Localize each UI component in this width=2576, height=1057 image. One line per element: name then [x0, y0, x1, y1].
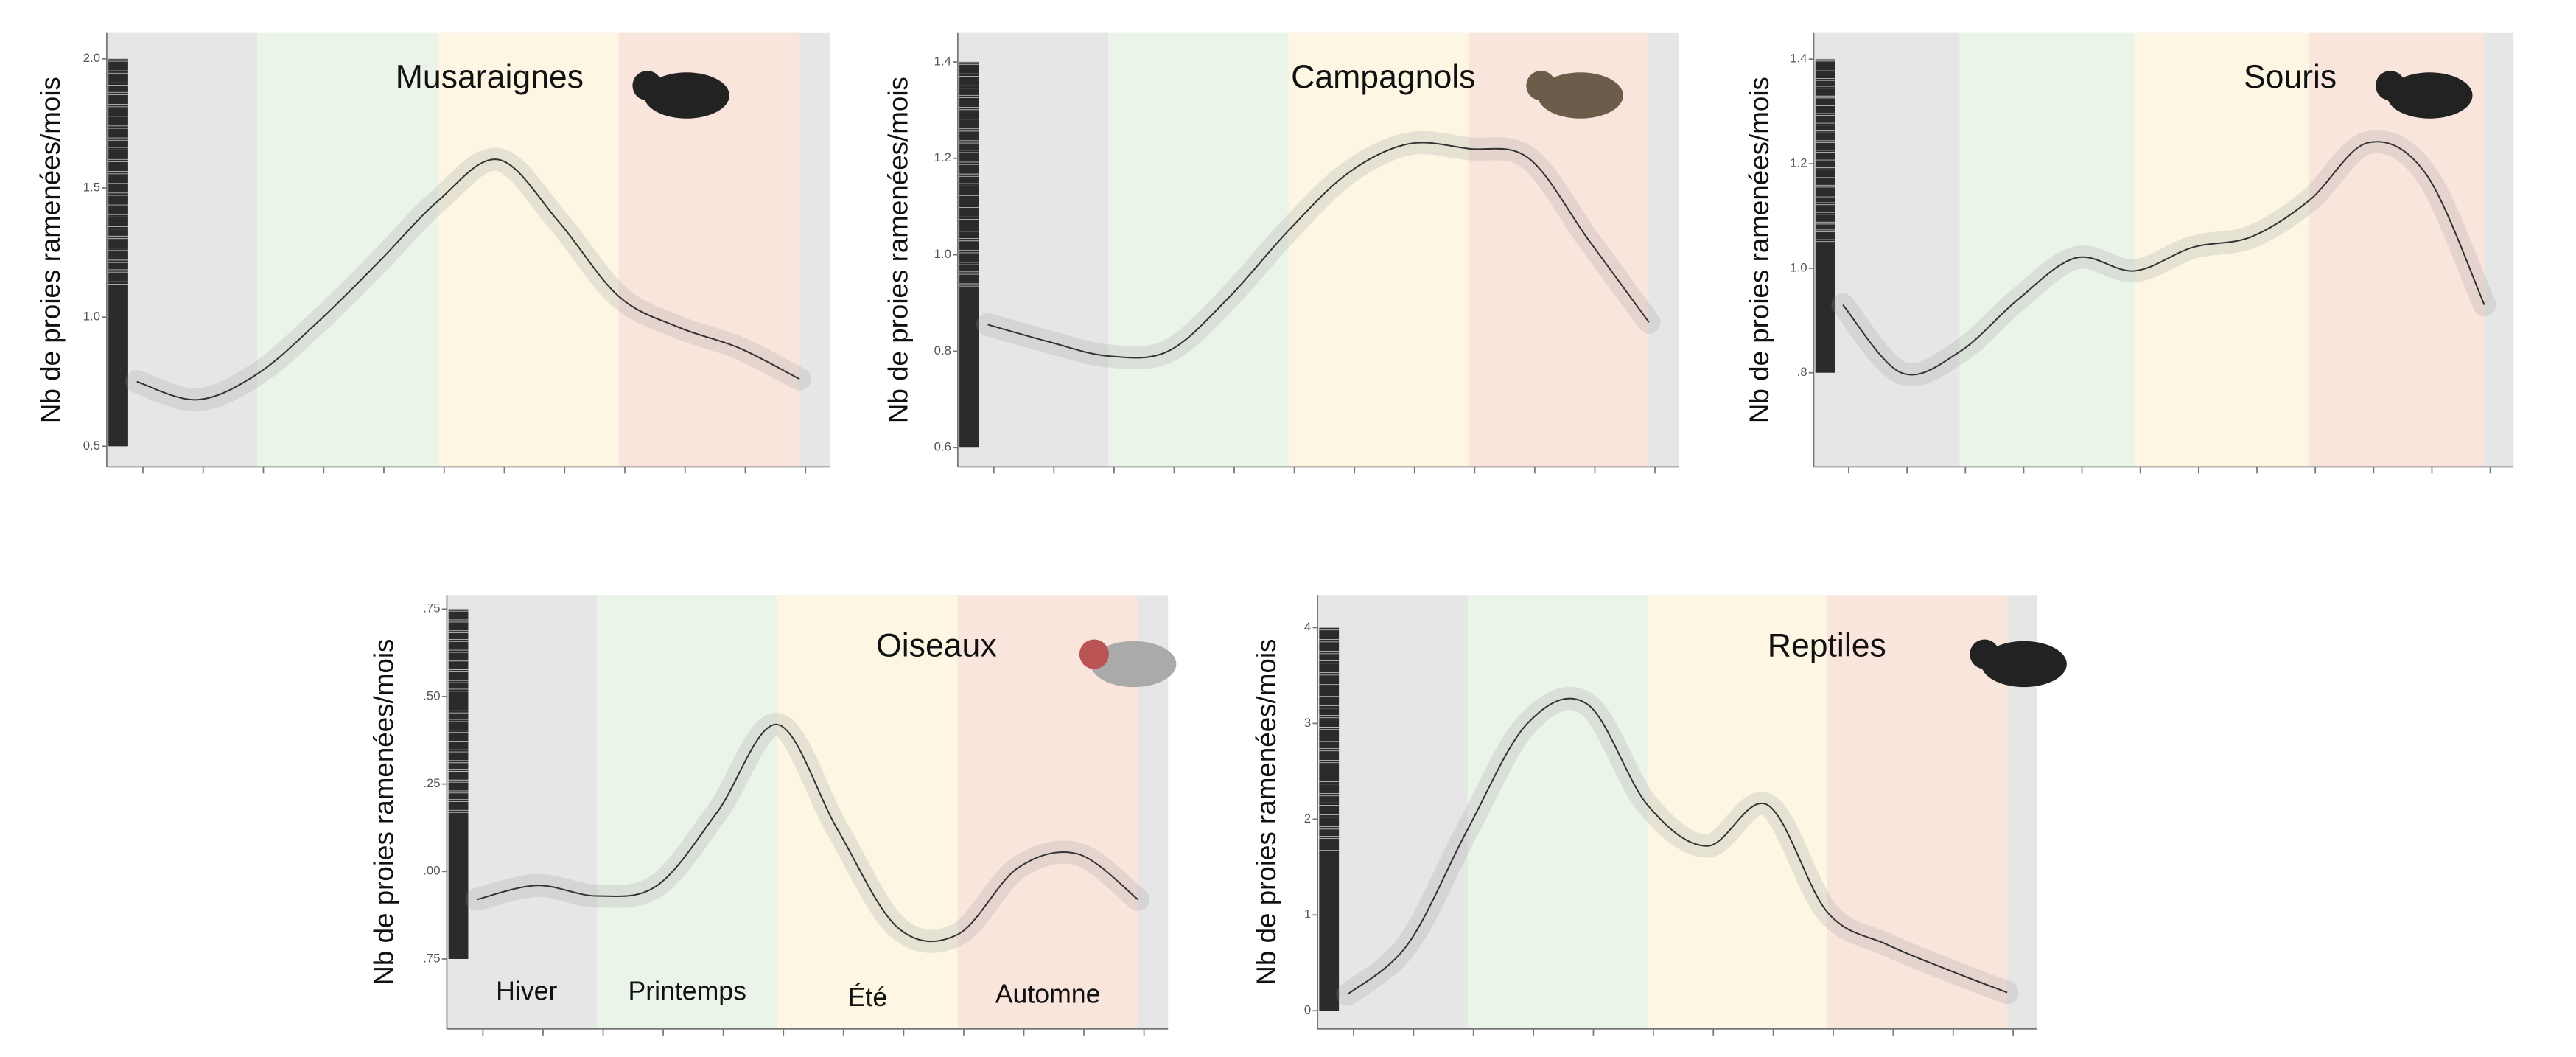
season-label: Hiver: [496, 976, 557, 1005]
panel: .75 .00 .25 .50 .75 Oiseaux Nb de proies ramen…: [369, 595, 1177, 1036]
y-tick-label: 0: [1304, 1003, 1311, 1017]
season-band: [1647, 595, 1827, 1029]
season-label: Été: [848, 983, 888, 1012]
animal-icon: [644, 72, 729, 119]
animal-icon-head: [632, 71, 662, 101]
y-tick-label: 3: [1304, 716, 1311, 730]
y-tick-label: 0.5: [83, 439, 100, 453]
season-band: [2134, 32, 2310, 467]
trend-line: [477, 723, 1139, 943]
animal-icon-head: [2375, 71, 2406, 101]
rug: [1815, 59, 1835, 373]
y-tick-label: .75: [423, 951, 440, 965]
y-axis-label: Nb de proies ramenées/mois: [35, 77, 66, 423]
animal-icon: [1537, 72, 1623, 119]
season-label: Printemps: [628, 976, 746, 1005]
y-tick-label: .25: [423, 776, 440, 790]
season-band: [257, 32, 438, 467]
season-band: [777, 595, 958, 1029]
y-tick-label: 1: [1304, 907, 1311, 921]
trend-line: [1842, 141, 2485, 376]
panel: 0.6 0.8 1.0 1.2 1.4 Campagnols Nb de proies ra…: [883, 32, 1679, 474]
panel: 0 1 2 3 4 Reptiles Nb de proies ramenées/mois: [1251, 595, 2067, 1036]
trend-line: [1347, 697, 2008, 995]
y-tick-label: .8: [1797, 365, 1807, 379]
rug: [108, 58, 128, 447]
season-band: [447, 595, 598, 1029]
y-axis-label: Nb de proies ramenées/mois: [1744, 77, 1774, 423]
y-tick-label: 4: [1304, 620, 1311, 634]
season-band: [1467, 595, 1648, 1029]
season-band: [1813, 32, 1960, 467]
animal-icon-head: [1526, 71, 1556, 101]
rug: [448, 609, 469, 959]
y-tick-label: 1.0: [83, 310, 100, 324]
y-tick-label: .00: [423, 864, 440, 878]
y-axis-label: Nb de proies ramenées/mois: [369, 639, 399, 986]
y-tick-label: 0.6: [934, 440, 951, 454]
season-band: [1288, 32, 1469, 467]
y-tick-label: 0.8: [934, 343, 951, 357]
panel: .8 1.0 1.2 1.4 Souris Nb de proies ramenées/m…: [1744, 32, 2514, 474]
panel-title: Oiseaux: [876, 627, 997, 663]
y-axis-label: Nb de proies ramenées/mois: [883, 77, 914, 423]
y-tick-label: 1.4: [934, 54, 951, 68]
rug: [959, 62, 979, 448]
panel-title: Souris: [2244, 59, 2337, 95]
panel-title: Campagnols: [1291, 59, 1475, 95]
y-tick-label: 1.2: [1790, 156, 1807, 170]
season-band: [957, 32, 1108, 467]
panel: 0.5 1.0 1.5 2.0 Musaraignes Nb de proies rame…: [35, 32, 830, 474]
panel-title: Musaraignes: [396, 59, 584, 95]
y-tick-label: 1.4: [1790, 52, 1807, 66]
y-tick-label: 1.0: [1790, 260, 1807, 274]
animal-icon: [1091, 641, 1177, 688]
season-band: [1959, 32, 2135, 467]
trend-line: [136, 158, 800, 401]
animal-icon-head: [1970, 639, 2000, 669]
season-band: [1107, 32, 1289, 467]
y-tick-label: .50: [423, 688, 440, 702]
rug: [1319, 627, 1340, 1011]
panel-title: Reptiles: [1768, 627, 1886, 663]
season-band: [106, 32, 258, 467]
y-tick-label: 1.0: [934, 247, 951, 261]
animal-icon: [2387, 72, 2473, 119]
y-tick-label: 1.2: [934, 150, 951, 164]
y-tick-label: 2: [1304, 812, 1311, 826]
animal-icon: [1981, 641, 2067, 688]
season-band: [597, 595, 778, 1029]
season-band: [1317, 595, 1468, 1029]
trend-line: [987, 142, 1650, 359]
season-label: Automne: [995, 980, 1101, 1009]
season-band: [438, 32, 619, 467]
y-tick-label: 1.5: [83, 180, 100, 194]
season-band: [1827, 595, 2008, 1029]
y-tick-label: 2.0: [83, 51, 100, 65]
animal-icon-head: [1079, 639, 1109, 669]
y-tick-label: .75: [423, 601, 440, 615]
y-axis-label: Nb de proies ramenées/mois: [1251, 639, 1281, 986]
